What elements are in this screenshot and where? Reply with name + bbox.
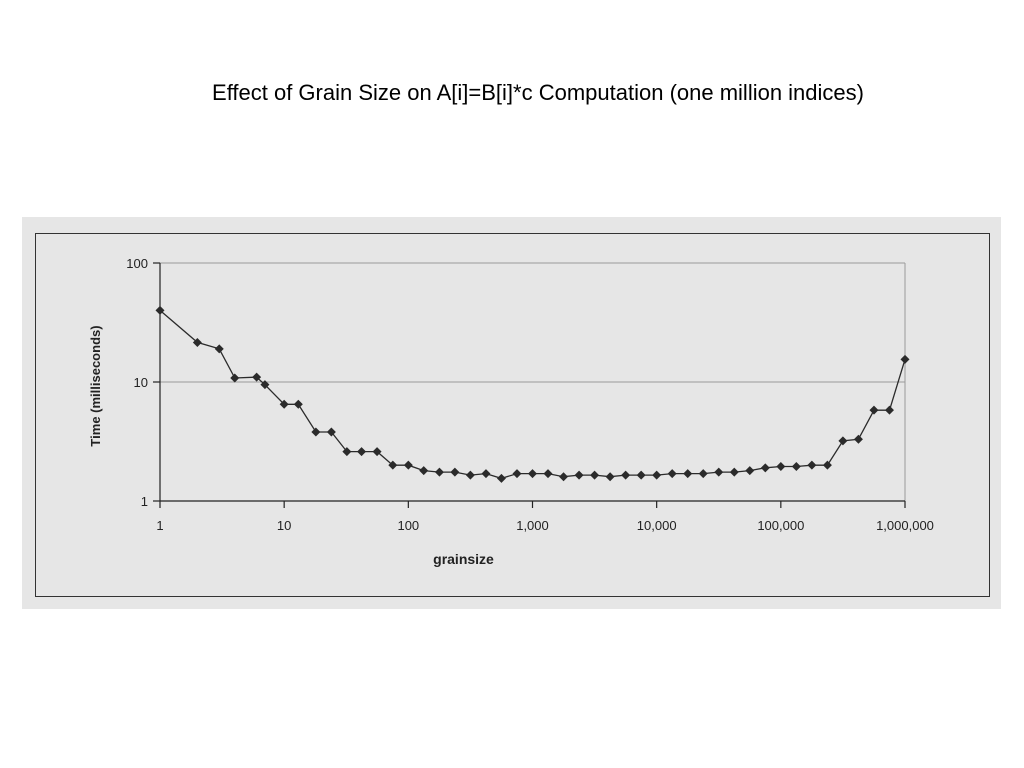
x-tick-label: 1	[156, 518, 163, 533]
data-point	[605, 472, 615, 482]
x-tick-label: 1,000	[516, 518, 549, 533]
data-point	[884, 405, 894, 415]
data-point	[260, 380, 270, 390]
data-point	[869, 405, 879, 415]
y-tick-label: 100	[126, 256, 148, 271]
data-point	[279, 399, 289, 409]
slide-title: Effect of Grain Size on A[i]=B[i]*c Comp…	[212, 80, 864, 105]
data-point	[807, 460, 817, 470]
grain-size-chart: 1 10 100 1 10 100 1,000 10,000 100,000 1,000,000 g…	[88, 256, 934, 567]
data-point	[326, 427, 336, 437]
y-axis-title: Time (milliseconds)	[88, 325, 103, 446]
data-point	[293, 399, 303, 409]
data-point	[528, 469, 537, 479]
chart-panel: 1 10 100 1 10 100 1,000 10,000 100,000 1,000,000 g…	[22, 217, 1001, 609]
grid-layer	[160, 262, 906, 501]
x-axis-title: grainsize	[433, 551, 494, 567]
data-point	[342, 447, 352, 457]
data-point	[419, 466, 429, 476]
data-point	[636, 470, 646, 480]
data-point	[745, 466, 755, 476]
data-point	[512, 469, 522, 479]
data-point	[450, 467, 460, 477]
data-point	[760, 463, 770, 473]
data-point	[434, 467, 444, 477]
data-point	[155, 305, 165, 315]
data-point	[230, 373, 240, 383]
data-point	[838, 436, 848, 446]
data-point	[574, 470, 584, 480]
data-point	[590, 470, 600, 480]
data-point	[652, 470, 662, 480]
data-point	[388, 460, 398, 470]
data-point	[465, 470, 475, 480]
x-tick-label: 1,000,000	[876, 518, 934, 533]
data-point	[853, 434, 863, 444]
data-point	[357, 447, 367, 457]
data-point	[372, 447, 382, 457]
data-point	[481, 469, 491, 479]
chart-frame: 1 10 100 1 10 100 1,000 10,000 100,000 1,000,000 g…	[35, 233, 990, 597]
data-point	[192, 337, 202, 347]
data-point	[729, 467, 739, 477]
data-point	[214, 344, 224, 354]
data-point	[900, 354, 910, 364]
data-point	[621, 470, 631, 480]
x-tick-label: 10	[277, 518, 291, 533]
x-tick-label: 100	[397, 518, 419, 533]
data-point	[714, 467, 724, 477]
data-point	[776, 461, 786, 471]
series-line	[159, 309, 906, 480]
data-point	[559, 472, 569, 482]
series-layer	[155, 305, 910, 483]
data-point	[683, 469, 693, 479]
data-point	[403, 460, 413, 470]
x-tick-label: 10,000	[637, 518, 677, 533]
label-layer: 1 10 100 1 10 100 1,000 10,000 100,000 1,000,000 g…	[88, 256, 934, 567]
data-point	[698, 469, 708, 479]
data-point	[791, 461, 801, 471]
y-tick-label: 10	[134, 375, 148, 390]
axis-layer	[153, 262, 906, 508]
data-point	[822, 460, 832, 470]
y-tick-label: 1	[141, 494, 148, 509]
data-point	[667, 469, 677, 479]
data-point	[496, 473, 506, 483]
data-point	[252, 372, 262, 382]
data-point	[543, 469, 553, 479]
x-tick-label: 100,000	[757, 518, 804, 533]
data-point	[311, 427, 321, 437]
